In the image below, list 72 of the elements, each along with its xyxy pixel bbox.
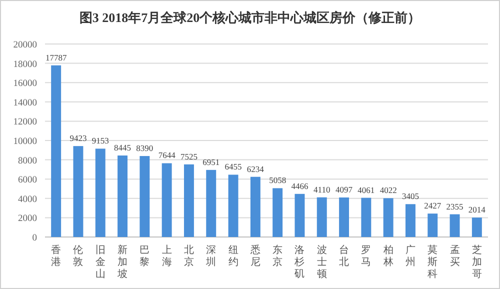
data-label: 2355 xyxy=(446,201,464,212)
data-label: 2427 xyxy=(424,200,442,211)
bar xyxy=(206,170,216,237)
y-tick-label: 20000 xyxy=(13,40,38,50)
data-label: 5058 xyxy=(269,175,286,186)
bar xyxy=(272,188,283,237)
bar xyxy=(316,197,327,237)
y-tick-label: 16000 xyxy=(13,79,38,90)
data-label: 9423 xyxy=(70,133,87,144)
bar xyxy=(361,198,372,237)
bar xyxy=(228,174,238,237)
x-tick-label: 深圳 xyxy=(205,244,216,268)
x-tick-label: 芝加哥 xyxy=(472,244,482,280)
bar xyxy=(184,164,194,237)
bar xyxy=(250,176,260,237)
x-tick-label: 悉尼 xyxy=(249,244,260,268)
bar xyxy=(428,214,438,237)
data-label: 8445 xyxy=(114,142,132,153)
chart-title: 图3 2018年7月全球20个核心城市非中心城区房价（修正前） xyxy=(79,10,421,25)
x-tick-label: 上海 xyxy=(162,244,172,268)
y-tick-label: 6000 xyxy=(18,176,38,186)
data-label: 6455 xyxy=(224,162,242,172)
data-label: 4022 xyxy=(380,185,397,196)
data-label: 4110 xyxy=(314,184,330,194)
x-tick-label: 莫斯科 xyxy=(428,244,438,280)
data-label: 6234 xyxy=(246,164,265,174)
x-tick-label: 旧金山 xyxy=(95,244,106,280)
x-tick-label: 东京 xyxy=(272,244,283,268)
y-tick-label: 10000 xyxy=(13,137,38,147)
bar xyxy=(472,218,482,237)
x-tick-label: 波士顿 xyxy=(316,244,327,280)
data-label: 8390 xyxy=(136,143,154,154)
x-tick-label: 巴黎 xyxy=(140,245,150,268)
data-label: 9153 xyxy=(92,136,109,146)
x-tick-label: 香港 xyxy=(51,244,62,268)
x-tick-label: 伦敦 xyxy=(73,244,84,268)
bar xyxy=(294,194,305,237)
bar xyxy=(383,198,394,237)
y-tick-label: 4000 xyxy=(18,194,38,205)
bar xyxy=(51,65,62,237)
x-tick-label: 新加坡 xyxy=(116,244,128,280)
data-label: 4097 xyxy=(336,184,353,194)
x-tick-label: 台北 xyxy=(339,244,350,268)
x-tick-label: 孟买 xyxy=(450,245,460,268)
x-tick-label: 罗马 xyxy=(361,245,372,268)
data-label: 2014 xyxy=(468,204,486,215)
bar xyxy=(118,156,128,237)
x-tick-label: 洛杉矶 xyxy=(294,244,305,280)
y-tick-label: 18000 xyxy=(13,60,38,70)
bar xyxy=(162,163,172,237)
y-tick-label: 8000 xyxy=(18,156,38,166)
data-label: 4061 xyxy=(358,184,375,195)
y-tick-label: 14000 xyxy=(13,98,38,108)
bar xyxy=(339,197,350,237)
data-label: 17787 xyxy=(45,52,67,62)
data-label: 3405 xyxy=(402,191,419,202)
bar xyxy=(405,204,416,237)
bar xyxy=(140,156,150,237)
bar xyxy=(450,214,460,237)
data-label: 7525 xyxy=(180,151,198,162)
bar xyxy=(73,146,84,237)
data-label: 4466 xyxy=(291,180,308,191)
x-tick-label: 纽约 xyxy=(228,244,238,268)
data-label: 7644 xyxy=(158,150,176,160)
y-tick-label: 0 xyxy=(32,234,38,244)
bar xyxy=(95,148,106,237)
x-tick-label: 广州 xyxy=(405,244,416,268)
data-label: 6951 xyxy=(202,156,220,167)
x-tick-label: 柏林 xyxy=(382,244,394,268)
y-tick-label: 2000 xyxy=(18,214,38,224)
x-tick-label: 北京 xyxy=(184,244,194,268)
y-tick-label: 12000 xyxy=(13,118,38,128)
